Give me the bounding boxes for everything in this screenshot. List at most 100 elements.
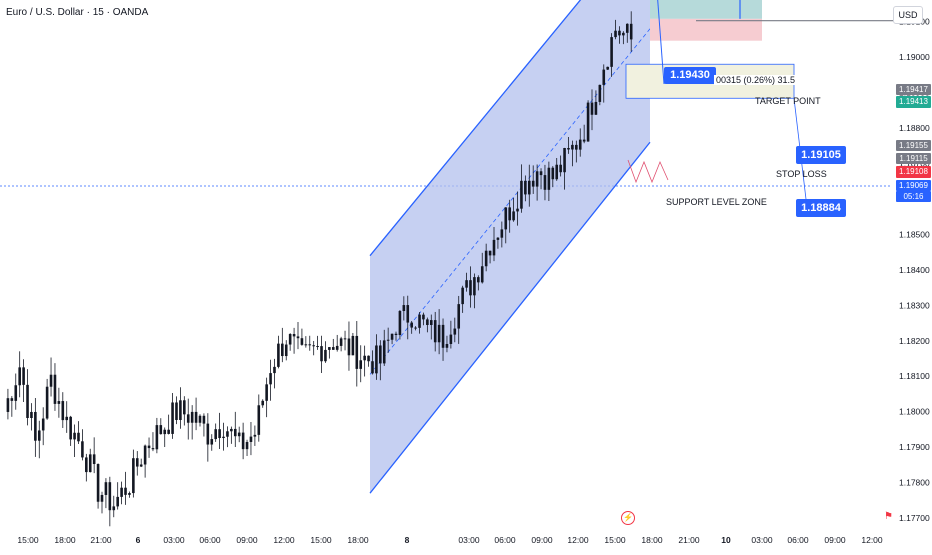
candle-body [26, 384, 29, 419]
x-tick-label: 18:00 [54, 535, 76, 545]
candle-body [312, 345, 315, 347]
position-stats-label: 00315 (0.26%) 31.5 [714, 75, 798, 85]
candle-body [81, 441, 84, 458]
candle-body [539, 171, 543, 176]
channel-lower-line[interactable] [369, 141, 651, 494]
y-tick-label: 1.17800 [899, 478, 930, 488]
candle-body [277, 343, 280, 367]
candle-body [629, 23, 633, 40]
time-axis[interactable]: 15:00 18:00 21:00 6 03:00 06:00 09:00 12:00 15:0… [17, 535, 883, 545]
candle-body [441, 324, 445, 348]
candle-body [132, 458, 135, 494]
candle-body [300, 338, 304, 345]
x-tick-label: 09:00 [824, 535, 846, 545]
candle-body [296, 336, 300, 339]
candle-body [551, 167, 555, 180]
candle-body [406, 305, 410, 323]
candle-body [347, 338, 351, 356]
candle-body [473, 277, 476, 296]
candle-body [418, 314, 421, 328]
candle-body [202, 415, 206, 424]
top-callout-pointer [657, 0, 665, 85]
candle-body [249, 436, 253, 442]
target-zone[interactable] [650, 0, 762, 19]
candle-body [339, 338, 343, 346]
candle-body [625, 23, 629, 33]
candle-body [492, 239, 496, 256]
candle-body [437, 324, 441, 343]
candle-body [410, 322, 413, 328]
candle-body [45, 386, 49, 419]
channel-fill[interactable] [370, 0, 650, 494]
price-axis[interactable]: 1.197001.196001.195001.194001.193001.192… [899, 0, 930, 523]
candle-body [179, 400, 182, 420]
x-tick-label: 18:00 [641, 535, 663, 545]
candle-body [618, 30, 621, 36]
candle-body [135, 458, 139, 467]
candle-body [183, 400, 186, 415]
candle-body [394, 333, 398, 335]
x-tick-label: 21:00 [678, 535, 700, 545]
candle-body [69, 416, 72, 440]
target-point-label: TARGET POINT [755, 96, 821, 106]
candle-body [606, 66, 609, 70]
candle-body [382, 340, 386, 364]
candle-body [108, 482, 112, 511]
x-tick-label: 10 [721, 535, 731, 545]
candle-body [622, 32, 625, 36]
candle-body [49, 374, 53, 387]
candle-body [402, 305, 406, 312]
candle-body [582, 139, 586, 142]
x-tick-label: 03:00 [458, 535, 480, 545]
price-tag-target: 1.19413 [896, 96, 931, 108]
stop-zone[interactable] [650, 18, 762, 41]
candle-body [288, 334, 292, 345]
candle-body [571, 144, 574, 150]
y-tick-label: 1.18100 [899, 371, 930, 381]
candle-body [261, 400, 265, 406]
flag-icon[interactable]: ⚑ [884, 511, 893, 522]
candle-body [104, 482, 108, 495]
candle-body [245, 441, 249, 450]
candle-body [128, 493, 131, 495]
candle-body [359, 360, 363, 369]
x-tick-label: 06:00 [787, 535, 809, 545]
candle-body [429, 320, 433, 325]
support-zone-label: SUPPORT LEVEL ZONE [666, 197, 767, 207]
callout-zone-price[interactable]: 1.18884 [796, 199, 846, 217]
candle-body [422, 314, 425, 320]
drawing-overlays[interactable] [369, 0, 896, 494]
candle-body [516, 208, 519, 212]
candle-body [233, 428, 237, 437]
callout-entry-price[interactable]: 1.19105 [796, 146, 846, 164]
lightning-icon[interactable]: ⚡ [621, 511, 635, 525]
y-tick-label: 1.18500 [899, 229, 930, 239]
candle-body [578, 139, 582, 150]
candle-body [61, 401, 65, 421]
candle-body [371, 361, 374, 374]
candle-body [594, 101, 598, 115]
stop-loss-label: STOP LOSS [776, 169, 827, 179]
x-tick-label: 12:00 [273, 535, 295, 545]
candle-body [237, 432, 241, 437]
x-tick-label: 06:00 [494, 535, 516, 545]
candle-body [610, 37, 613, 67]
candle-body [500, 229, 504, 238]
candle-body [465, 280, 468, 288]
currency-button[interactable]: USD [893, 6, 923, 24]
candle-body [508, 207, 511, 221]
candle-body [6, 398, 10, 412]
price-tag-gray-2: 1.19155 [896, 140, 931, 151]
candle-body [37, 430, 41, 441]
candle-body [257, 405, 261, 435]
channel-upper-line[interactable] [369, 0, 650, 257]
candle-body [477, 277, 480, 283]
symbol-title[interactable]: Euro / U.S. Dollar · 15 · OANDA [6, 7, 149, 18]
candle-body [555, 164, 559, 180]
candle-body [230, 428, 233, 432]
candle-body [531, 180, 535, 187]
callout-top-price[interactable]: 1.19430 [664, 67, 716, 84]
candle-body [210, 439, 214, 445]
